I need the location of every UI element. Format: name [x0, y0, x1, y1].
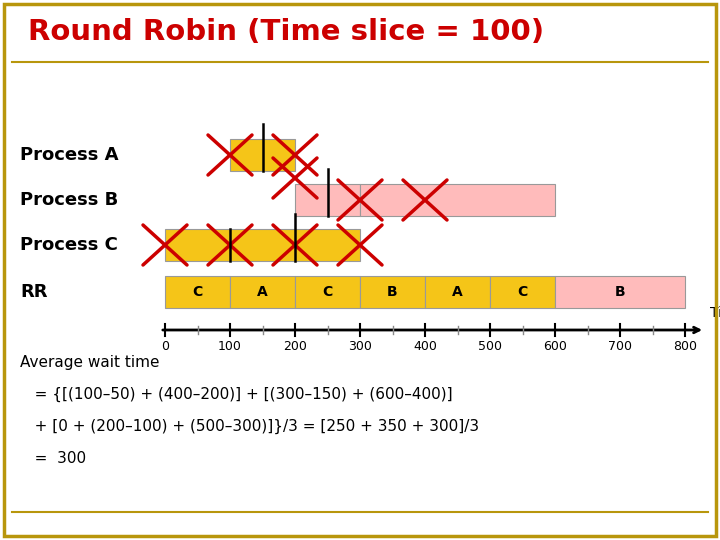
Text: Time: Time [710, 306, 720, 320]
Bar [230, 276, 295, 308]
Bar [490, 276, 555, 308]
Text: 400: 400 [413, 340, 437, 353]
Text: 600: 600 [543, 340, 567, 353]
Bar [360, 276, 425, 308]
Bar [165, 229, 360, 261]
Text: = {[(100–50) + (400–200)] + [(300–150) + (600–400)]: = {[(100–50) + (400–200)] + [(300–150) +… [20, 387, 453, 402]
Bar [295, 184, 360, 216]
Text: RR: RR [20, 283, 48, 301]
Bar [295, 276, 360, 308]
Text: 300: 300 [348, 340, 372, 353]
Text: B: B [615, 285, 625, 299]
Text: A: A [257, 285, 268, 299]
Bar [425, 276, 490, 308]
Text: 800: 800 [673, 340, 697, 353]
Text: Round Robin (Time slice = 100): Round Robin (Time slice = 100) [28, 18, 544, 46]
Text: C: C [323, 285, 333, 299]
Text: C: C [518, 285, 528, 299]
Text: 500: 500 [478, 340, 502, 353]
Text: 0: 0 [161, 340, 169, 353]
Text: Average wait time: Average wait time [20, 355, 160, 370]
Text: 200: 200 [283, 340, 307, 353]
Text: A: A [452, 285, 463, 299]
Text: 700: 700 [608, 340, 632, 353]
Text: Process B: Process B [20, 191, 118, 209]
Text: Process C: Process C [20, 236, 118, 254]
Text: B: B [387, 285, 398, 299]
Text: C: C [192, 285, 202, 299]
Bar [360, 184, 555, 216]
Text: =  300: = 300 [20, 451, 86, 466]
Bar [165, 276, 230, 308]
Bar [230, 139, 295, 171]
Text: Process A: Process A [20, 146, 119, 164]
Text: 100: 100 [218, 340, 242, 353]
Bar [555, 276, 685, 308]
Text: + [0 + (200–100) + (500–300)]}/3 = [250 + 350 + 300]/3: + [0 + (200–100) + (500–300)]}/3 = [250 … [20, 419, 479, 434]
